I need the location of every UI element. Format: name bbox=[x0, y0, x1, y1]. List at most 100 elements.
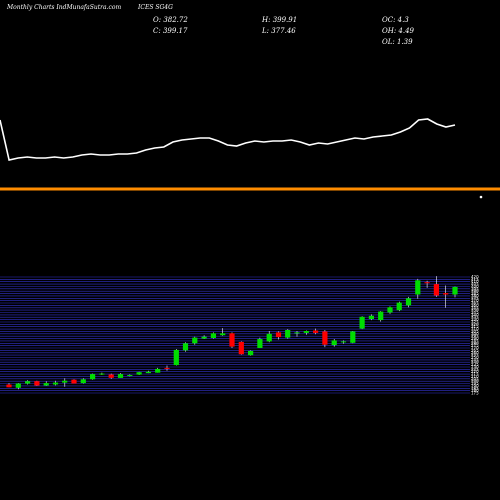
y-tick-label: 220 bbox=[471, 369, 479, 374]
candle bbox=[387, 306, 393, 314]
candle-body-up bbox=[257, 339, 263, 348]
candle-body-up bbox=[303, 331, 309, 333]
candle-body-down bbox=[322, 331, 328, 345]
candle-body-up bbox=[210, 333, 216, 338]
candle bbox=[433, 276, 439, 297]
candle-body-up bbox=[331, 340, 337, 346]
candle bbox=[210, 332, 216, 339]
candle-body-up bbox=[99, 373, 105, 375]
y-tick-label: 175 bbox=[471, 391, 479, 396]
candle bbox=[396, 301, 402, 312]
candle bbox=[164, 365, 170, 371]
candle bbox=[285, 329, 291, 339]
price-grid bbox=[0, 276, 470, 394]
candle-body-up bbox=[182, 343, 189, 351]
candle bbox=[238, 341, 244, 355]
y-tick-label: 405 bbox=[471, 282, 479, 287]
candle bbox=[15, 383, 21, 390]
candle-body-down bbox=[313, 330, 319, 333]
candle bbox=[62, 378, 68, 387]
candle bbox=[117, 373, 124, 378]
candle-body-down bbox=[108, 374, 114, 378]
brand-label: Monthly Charts IndMunafaSutra.com bbox=[7, 4, 122, 11]
candle bbox=[90, 373, 96, 380]
y-tick-label: 285 bbox=[471, 338, 479, 343]
candle bbox=[405, 296, 412, 308]
y-tick-label: 200 bbox=[471, 379, 479, 384]
candle bbox=[192, 336, 198, 345]
candle-body-up bbox=[192, 337, 198, 344]
y-tick-label: 210 bbox=[471, 374, 479, 379]
candle bbox=[415, 278, 421, 299]
candle bbox=[424, 280, 430, 288]
candle-body-up bbox=[396, 302, 402, 311]
y-tick-label: 415 bbox=[471, 277, 479, 282]
y-tick-label: 230 bbox=[471, 365, 479, 370]
y-tick-label: 180 bbox=[471, 388, 479, 393]
candle bbox=[71, 379, 77, 384]
y-axis-ticks: 1751801851901952002052102152202252302352… bbox=[471, 275, 479, 396]
y-tick-label: 320 bbox=[471, 322, 479, 327]
candle bbox=[443, 285, 449, 308]
candle-body-up bbox=[266, 333, 272, 342]
y-tick-label: 400 bbox=[471, 284, 479, 289]
y-tick-label: 245 bbox=[471, 357, 479, 362]
candle bbox=[248, 350, 254, 356]
candle bbox=[294, 331, 300, 337]
candle bbox=[229, 332, 235, 348]
candlestick-series bbox=[6, 276, 458, 390]
y-tick-label: 195 bbox=[471, 381, 479, 386]
candle-body-down bbox=[164, 367, 170, 369]
y-tick-label: 315 bbox=[471, 324, 479, 329]
candle-body-down bbox=[433, 284, 439, 296]
candle-body-up bbox=[405, 298, 412, 306]
y-tick-label: 420 bbox=[471, 275, 479, 280]
candle-body-up bbox=[415, 280, 421, 295]
candle bbox=[34, 380, 40, 386]
candle bbox=[266, 331, 272, 343]
candle-body-up bbox=[294, 332, 300, 334]
candle-body-down bbox=[424, 282, 430, 284]
candle-body-down bbox=[443, 293, 449, 295]
candle bbox=[322, 330, 328, 348]
candle-body-up bbox=[248, 350, 254, 356]
candle bbox=[220, 328, 226, 336]
y-tick-label: 300 bbox=[471, 331, 479, 336]
y-tick-label: 240 bbox=[471, 360, 479, 365]
y-tick-label: 255 bbox=[471, 353, 479, 358]
candle-body-up bbox=[145, 371, 151, 374]
y-tick-label: 250 bbox=[471, 355, 479, 360]
upper-panel bbox=[0, 118, 456, 161]
y-tick-label: 410 bbox=[471, 279, 479, 284]
y-tick-label: 265 bbox=[471, 348, 479, 353]
candle bbox=[313, 328, 319, 335]
y-tick-label: 335 bbox=[471, 315, 479, 320]
ol-value: OL: 1.39 bbox=[382, 38, 413, 46]
candle bbox=[155, 367, 161, 373]
candle bbox=[52, 380, 59, 386]
candle-body-up bbox=[90, 374, 96, 380]
candle bbox=[25, 380, 31, 385]
candle-body-down bbox=[6, 384, 12, 388]
candle-body-down bbox=[238, 341, 244, 355]
candle-body-up bbox=[173, 349, 179, 366]
y-tick-label: 340 bbox=[471, 312, 479, 317]
y-tick-label: 390 bbox=[471, 289, 479, 294]
upper-line bbox=[0, 118, 456, 161]
y-tick-label: 395 bbox=[471, 286, 479, 291]
y-tick-label: 305 bbox=[471, 329, 479, 334]
candle-body-up bbox=[136, 372, 142, 375]
candle bbox=[340, 340, 347, 344]
candle-body-up bbox=[201, 336, 207, 339]
candle bbox=[359, 316, 365, 330]
y-tick-label: 350 bbox=[471, 308, 479, 313]
y-tick-label: 260 bbox=[471, 350, 479, 355]
candle bbox=[108, 373, 114, 379]
candle bbox=[127, 374, 133, 377]
candle bbox=[201, 335, 207, 339]
y-tick-label: 360 bbox=[471, 303, 479, 308]
y-tick-label: 325 bbox=[471, 320, 479, 325]
y-tick-label: 370 bbox=[471, 298, 479, 303]
candle bbox=[182, 342, 189, 352]
candle bbox=[452, 286, 458, 298]
